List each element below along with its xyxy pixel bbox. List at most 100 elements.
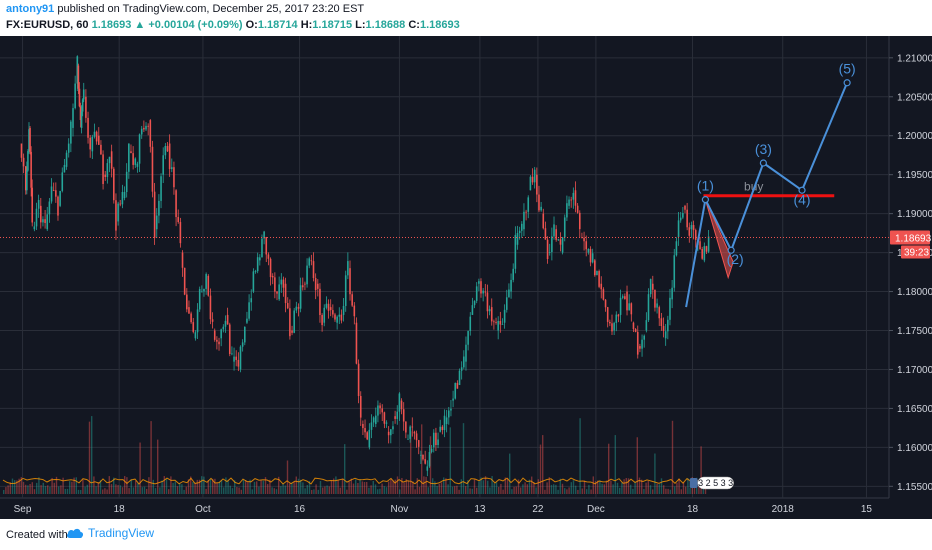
volume-bar: [315, 484, 317, 494]
volume-bar: [421, 424, 423, 494]
candle-body: [372, 417, 375, 423]
y-tick-label: 1.21000: [897, 53, 932, 64]
volume-badge-bg: [697, 476, 734, 490]
candle-body: [654, 289, 656, 308]
candle-body: [44, 219, 46, 223]
candle-body: [192, 322, 195, 332]
low-value: 1.18688: [365, 19, 406, 31]
volume-bar: [238, 487, 240, 494]
candle-body: [140, 128, 143, 135]
candle-body: [370, 422, 373, 430]
volume-bar: [493, 483, 495, 494]
candle-body: [458, 370, 461, 386]
tradingview-brand[interactable]: TradingView: [66, 526, 154, 540]
volume-bar: [262, 480, 264, 494]
candle-body: [407, 438, 409, 440]
candle-body: [394, 416, 396, 419]
candle-body: [340, 314, 343, 321]
volume-bar: [324, 486, 326, 494]
candle-body: [265, 237, 268, 255]
volume-bar: [682, 482, 685, 494]
volume-bar: [533, 482, 535, 494]
candle-body: [295, 306, 298, 311]
volume-bar: [132, 487, 135, 494]
candle-body: [649, 278, 652, 295]
volume-bar: [359, 479, 361, 494]
volume-bar: [181, 484, 183, 494]
y-tick-label: 1.16000: [897, 443, 932, 454]
candle-body: [263, 231, 265, 239]
volume-bar: [467, 480, 469, 494]
candle-body: [598, 271, 600, 287]
price-chart[interactable]: 1.210001.205001.200001.195001.190001.185…: [0, 36, 932, 519]
volume-bar: [291, 482, 293, 494]
volume-bar: [401, 478, 403, 494]
author-link[interactable]: antony91: [6, 3, 55, 15]
candle-body: [505, 297, 508, 310]
last-price-tag-label: 1.18693: [895, 234, 932, 245]
volume-bar: [601, 483, 603, 494]
volume-bar: [207, 480, 209, 494]
candle-body: [581, 237, 583, 238]
candle-body: [447, 410, 450, 418]
volume-bar: [482, 480, 484, 494]
volume-bar: [632, 488, 634, 494]
wave-point: [798, 186, 806, 194]
volume-bar: [416, 478, 418, 494]
candle-body: [512, 268, 515, 280]
candle-body: [686, 209, 688, 228]
x-tick-label: 18: [114, 504, 126, 515]
volume-bar: [176, 486, 179, 494]
volume-bar: [319, 481, 322, 494]
volume-bar: [150, 421, 152, 494]
volume-bar: [399, 489, 401, 494]
volume-bar: [64, 488, 66, 494]
volume-bar: [370, 485, 372, 494]
candle-body: [555, 229, 557, 240]
candle-body: [282, 279, 285, 288]
volume-bar: [183, 489, 185, 494]
candle-body: [310, 260, 313, 262]
volume-bar: [355, 479, 357, 494]
symbol-label[interactable]: FX:EURUSD, 60: [6, 19, 89, 31]
candle-body: [621, 296, 624, 298]
candle-body: [688, 227, 691, 236]
high-label: H:: [300, 19, 313, 31]
volume-bar: [667, 488, 669, 494]
candle-body: [402, 409, 405, 422]
volume-bar: [487, 480, 489, 494]
volume-bar: [654, 453, 656, 494]
candle-body: [153, 191, 156, 238]
volume-bar: [348, 481, 350, 494]
volume-bar: [84, 486, 86, 494]
candle-body: [632, 322, 635, 329]
volume-bar: [154, 488, 157, 494]
volume-bar: [273, 488, 275, 494]
candle-body: [304, 283, 306, 285]
candle-body: [669, 297, 671, 320]
volume-bar: [44, 486, 47, 494]
volume-bar: [229, 485, 231, 494]
volume-bar: [603, 484, 605, 494]
candle-body: [138, 134, 141, 164]
candle-body: [228, 324, 231, 354]
x-tick-label: 16: [294, 504, 306, 515]
candle-body: [589, 248, 592, 263]
countdown-label: 39:23: [904, 248, 929, 259]
change-value: +0.00104 (+0.09%): [148, 19, 243, 31]
candle-body: [671, 287, 673, 300]
candle-body: [276, 291, 278, 294]
volume-bar: [396, 476, 399, 494]
volume-bar: [561, 483, 564, 494]
candle-body: [289, 308, 291, 337]
candle-body: [179, 222, 182, 244]
volume-bar: [38, 477, 40, 494]
volume-bar: [9, 482, 11, 494]
candle-body: [226, 314, 229, 325]
volume-bar: [317, 489, 319, 494]
candle-body: [342, 305, 345, 315]
volume-bar: [31, 482, 33, 494]
candle-body: [65, 152, 68, 167]
x-tick-label: 15: [861, 504, 873, 515]
volume-bar: [570, 482, 572, 494]
